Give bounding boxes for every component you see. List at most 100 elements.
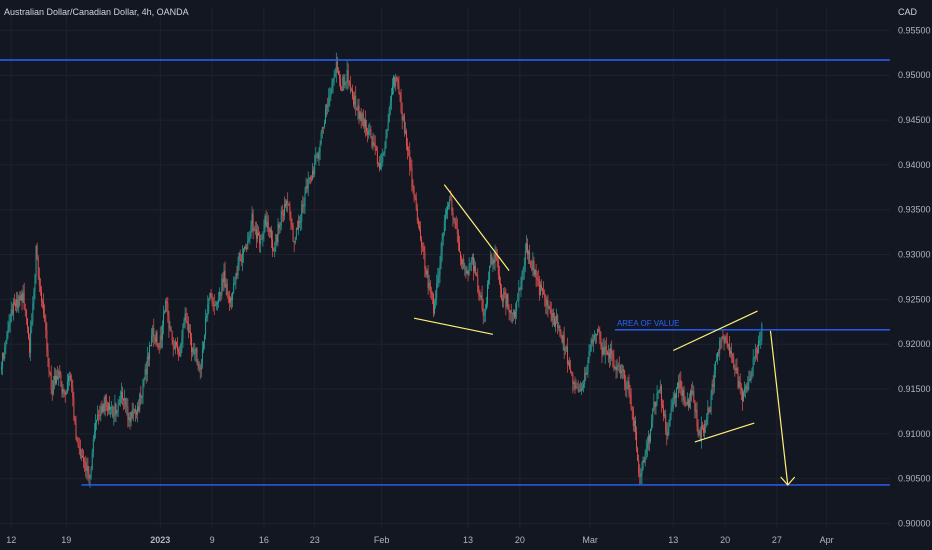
candle bbox=[92, 434, 94, 458]
candle bbox=[281, 204, 283, 222]
candle bbox=[214, 300, 216, 307]
candle bbox=[363, 118, 365, 134]
candle-body bbox=[639, 472, 641, 477]
candle-body bbox=[665, 414, 667, 432]
candle bbox=[717, 351, 718, 365]
candle-body bbox=[755, 349, 757, 351]
candle bbox=[358, 98, 360, 125]
candle-body bbox=[696, 410, 698, 427]
candle bbox=[700, 416, 702, 449]
candle bbox=[600, 331, 602, 350]
candle bbox=[14, 293, 15, 306]
candle bbox=[712, 375, 714, 395]
candle bbox=[197, 358, 199, 371]
candle bbox=[298, 214, 299, 236]
candle bbox=[367, 127, 369, 143]
candle bbox=[424, 245, 426, 278]
candle-body bbox=[728, 344, 730, 354]
candle bbox=[417, 217, 419, 229]
candle-body bbox=[581, 388, 582, 391]
candle bbox=[184, 307, 186, 329]
candle-body bbox=[267, 221, 269, 230]
candle bbox=[529, 244, 531, 265]
candle bbox=[460, 251, 461, 266]
candle bbox=[251, 206, 253, 233]
x-tick-label: 9 bbox=[210, 535, 215, 545]
candle bbox=[190, 324, 191, 346]
candle bbox=[423, 242, 425, 260]
candle-body bbox=[306, 185, 308, 189]
candle bbox=[471, 253, 473, 265]
candle bbox=[534, 268, 536, 278]
candle-body bbox=[73, 397, 75, 419]
candle bbox=[748, 370, 750, 391]
candle bbox=[263, 219, 265, 242]
candle-body bbox=[360, 112, 362, 121]
candle-body bbox=[498, 274, 500, 283]
candle-body bbox=[122, 391, 123, 399]
candle-body bbox=[672, 401, 674, 407]
candle bbox=[6, 330, 8, 345]
candle bbox=[276, 234, 278, 246]
candle-body bbox=[373, 142, 375, 144]
candle-body bbox=[330, 88, 332, 96]
candle bbox=[69, 371, 70, 387]
candle bbox=[3, 352, 5, 361]
candle bbox=[453, 217, 455, 224]
candle-body bbox=[451, 200, 453, 212]
candle-body bbox=[104, 395, 106, 412]
candle-body bbox=[331, 83, 333, 89]
candle bbox=[177, 336, 178, 355]
candle bbox=[660, 383, 662, 413]
candle bbox=[538, 275, 540, 301]
candle-body bbox=[525, 243, 527, 252]
candle-body bbox=[168, 314, 170, 329]
candle-body bbox=[245, 247, 247, 248]
candle bbox=[695, 402, 697, 419]
candle-body bbox=[231, 298, 232, 300]
candle bbox=[118, 396, 120, 406]
candle bbox=[510, 303, 512, 323]
candle bbox=[665, 409, 667, 435]
candle bbox=[357, 98, 359, 120]
candle bbox=[9, 313, 11, 333]
candle bbox=[522, 267, 524, 281]
candle bbox=[7, 320, 9, 340]
candle bbox=[155, 330, 157, 346]
candle-body bbox=[65, 392, 67, 395]
candle bbox=[694, 399, 696, 419]
candle-body bbox=[289, 205, 291, 216]
candle bbox=[332, 77, 334, 94]
candle-body bbox=[693, 390, 695, 401]
candle-body bbox=[208, 298, 210, 305]
candle bbox=[680, 371, 682, 396]
candle bbox=[362, 109, 364, 129]
candle bbox=[55, 368, 56, 386]
candle bbox=[147, 352, 149, 367]
candle bbox=[368, 124, 370, 139]
candle bbox=[616, 358, 618, 378]
candle-body bbox=[90, 468, 92, 477]
candle-body bbox=[298, 221, 299, 230]
candle bbox=[473, 253, 474, 281]
candle bbox=[379, 155, 380, 172]
candle bbox=[128, 412, 130, 427]
candle bbox=[383, 151, 385, 156]
candle bbox=[335, 52, 337, 83]
candle bbox=[585, 367, 587, 382]
candle bbox=[427, 264, 429, 295]
candle-body bbox=[425, 268, 427, 275]
candle bbox=[304, 187, 306, 214]
candle bbox=[645, 439, 647, 460]
candle bbox=[277, 218, 279, 247]
candle-body bbox=[167, 303, 169, 315]
candle bbox=[503, 287, 505, 308]
candle-body bbox=[239, 252, 241, 258]
candle bbox=[253, 225, 255, 232]
candle-body bbox=[610, 348, 612, 359]
candle-body bbox=[719, 340, 721, 354]
candle bbox=[296, 220, 298, 230]
candle-body bbox=[721, 336, 723, 342]
candle bbox=[80, 448, 82, 461]
